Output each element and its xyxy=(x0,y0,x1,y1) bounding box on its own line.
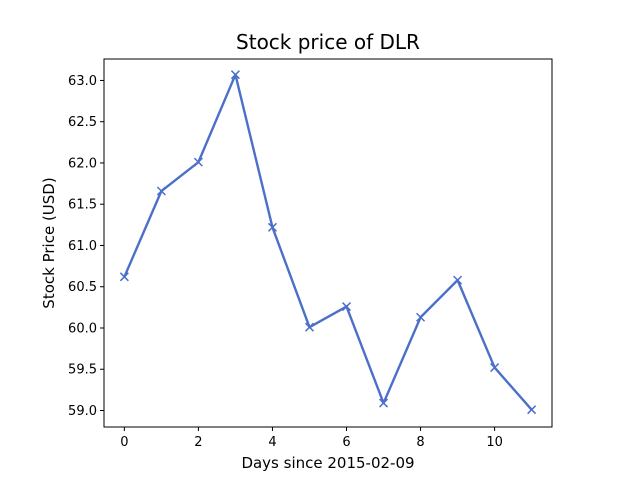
plot-frame xyxy=(103,58,553,428)
x-tick-label: 0 xyxy=(120,435,128,450)
data-point-marker xyxy=(267,222,277,232)
y-tick-label: 62.5 xyxy=(68,115,97,130)
y-tick-label: 60.5 xyxy=(68,280,97,295)
chart-title: Stock price of DLR xyxy=(236,30,420,54)
y-tick-label: 61.0 xyxy=(68,239,97,254)
data-point-marker xyxy=(193,157,203,167)
x-tick-label: 6 xyxy=(342,435,350,450)
x-axis-label: Days since 2015-02-09 xyxy=(241,454,414,472)
data-point-marker xyxy=(119,272,129,282)
data-point-marker xyxy=(379,398,389,408)
x-tick-label: 4 xyxy=(268,435,276,450)
data-point-marker xyxy=(156,186,166,196)
data-point-marker xyxy=(490,363,500,373)
y-axis-label: Stock Price (USD) xyxy=(40,177,58,308)
data-point-marker xyxy=(527,405,537,415)
data-point-marker xyxy=(453,275,463,285)
x-tick-label: 10 xyxy=(486,435,503,450)
y-tick-label: 63.0 xyxy=(68,74,97,89)
y-tick-label: 62.0 xyxy=(68,156,97,171)
x-tick-label: 2 xyxy=(194,435,202,450)
x-tick-label: 8 xyxy=(416,435,424,450)
y-tick-label: 59.0 xyxy=(68,404,97,419)
data-point-marker xyxy=(341,302,352,312)
y-tick-label: 59.5 xyxy=(68,363,97,378)
data-point-marker xyxy=(416,312,426,322)
y-tick-label: 60.0 xyxy=(68,321,97,336)
plot-area: 0 2 4 6 8 10 59.0 59.5 60.0 60.5 61.0 61.5 62.0 62.5 6… xyxy=(68,58,553,450)
data-point-marker xyxy=(304,322,315,332)
data-point-marker xyxy=(230,70,240,80)
series-line xyxy=(123,73,533,411)
y-tick-label: 61.5 xyxy=(68,198,97,213)
